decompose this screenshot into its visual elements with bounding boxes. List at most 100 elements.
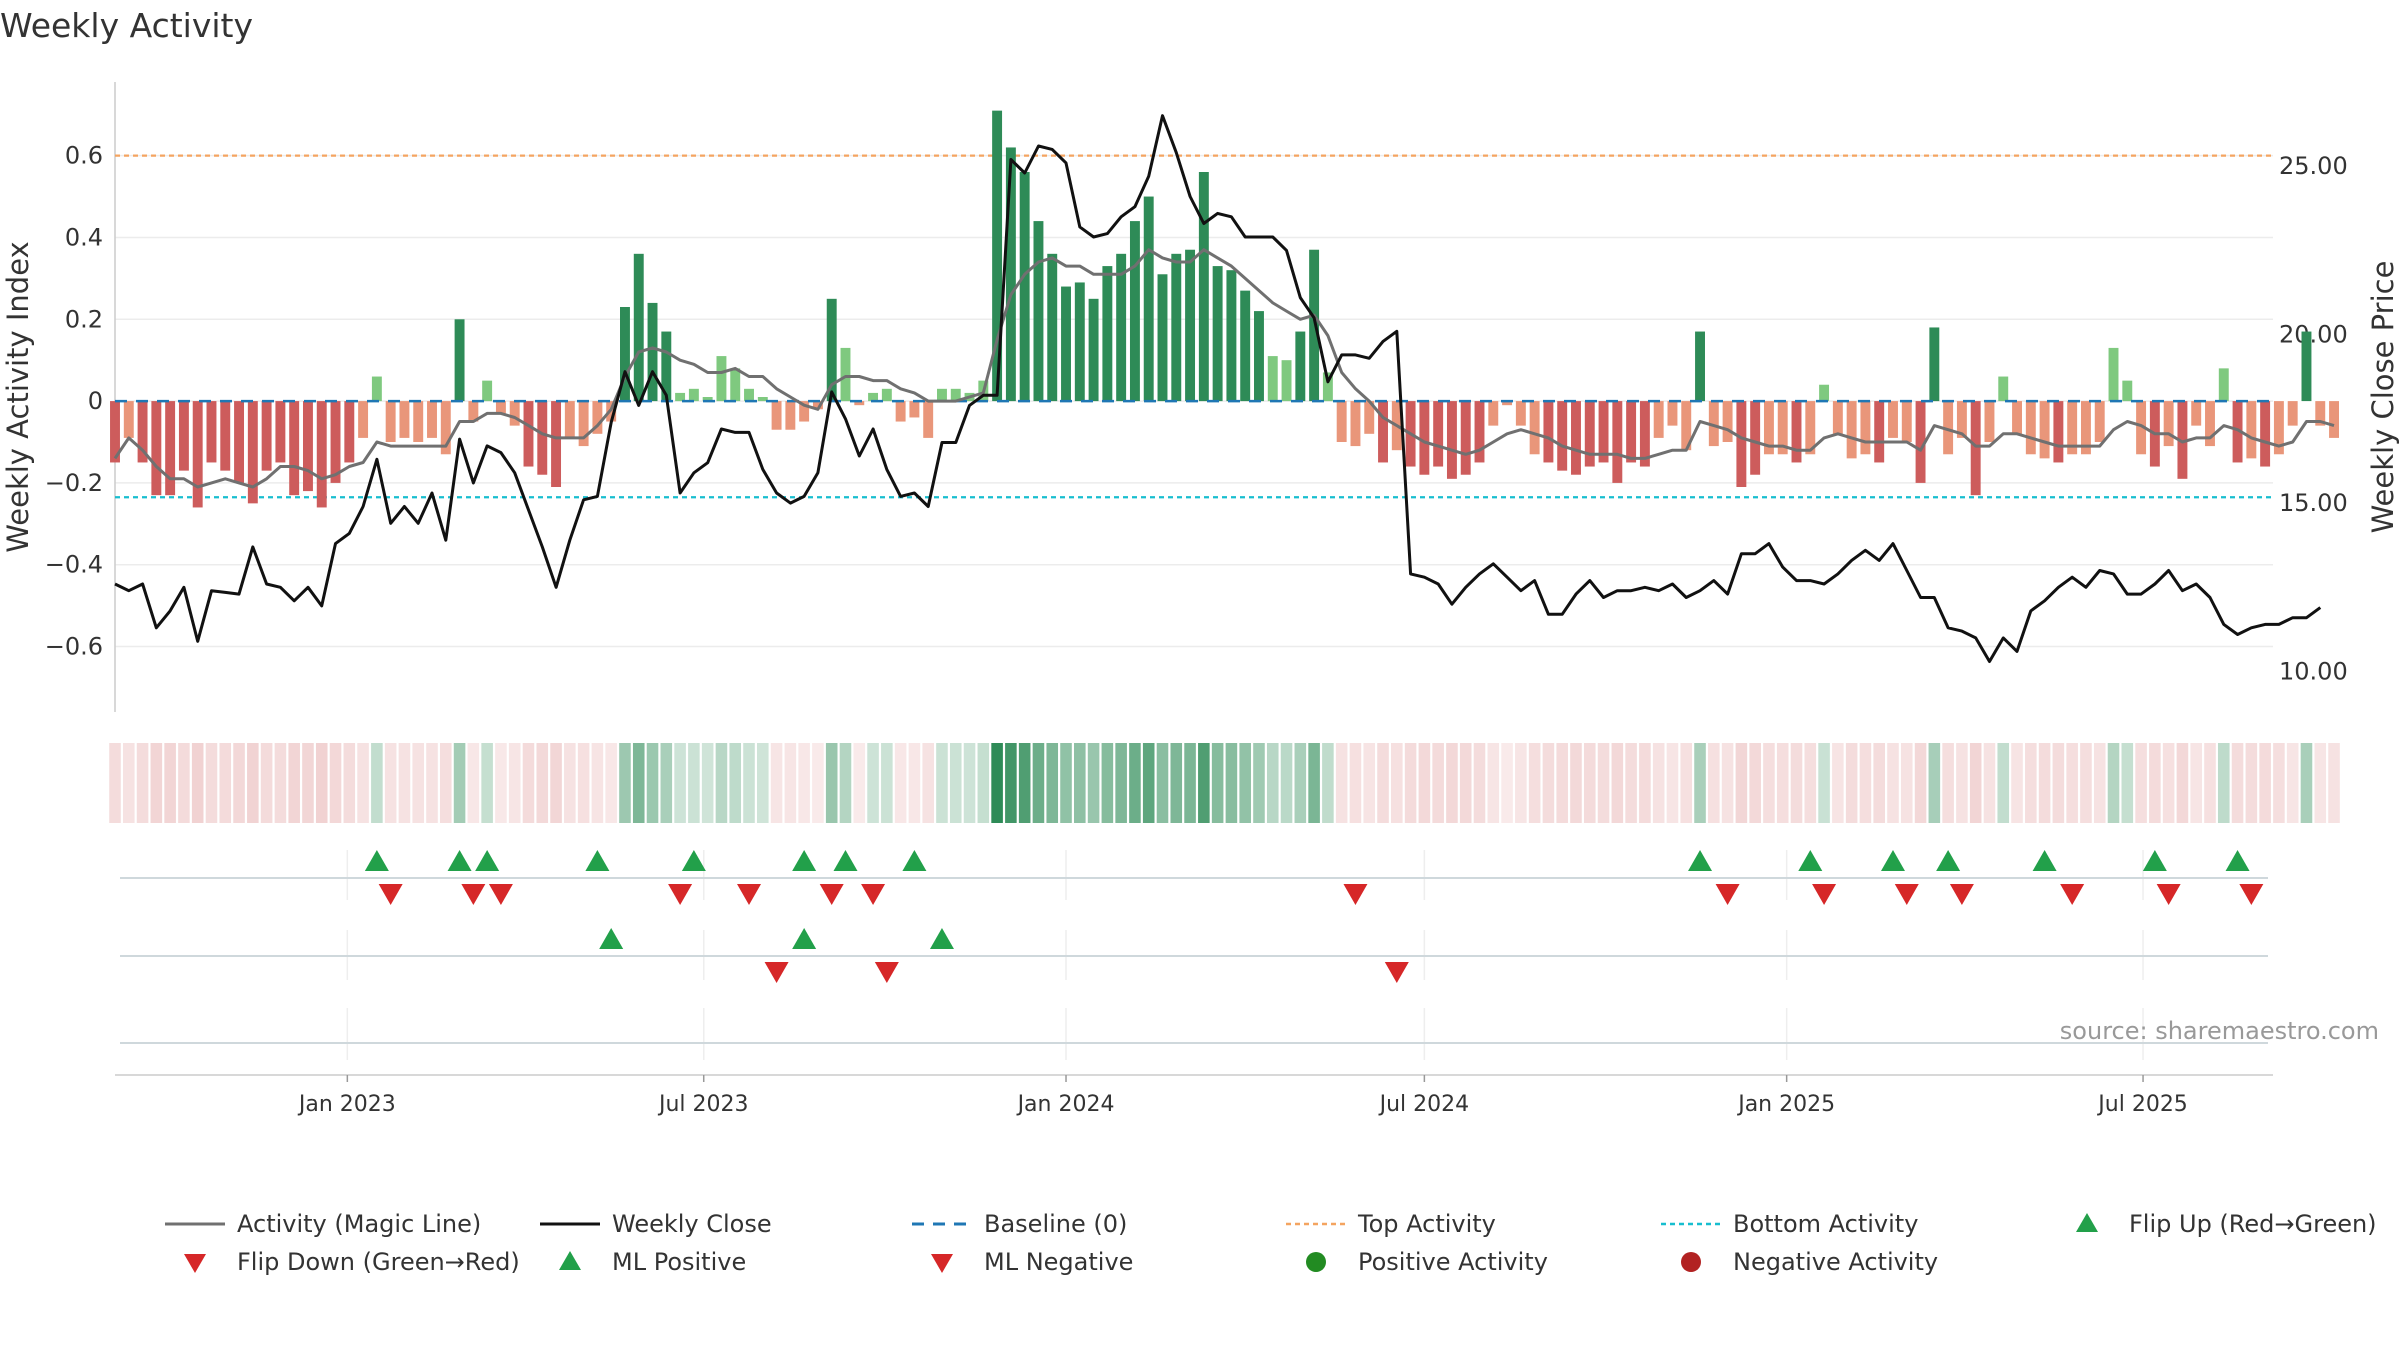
legend-item: Bottom Activity: [1661, 1210, 1918, 1238]
heat-cell: [191, 743, 204, 823]
activity-bar: [261, 401, 272, 471]
activity-bar: [2080, 401, 2091, 455]
heat-cell: [1156, 743, 1169, 823]
legend-symbol: [559, 1251, 581, 1270]
heat-cell: [495, 743, 507, 823]
activity-bar: [330, 401, 341, 483]
ml-negative-marker: [764, 962, 789, 983]
legend-symbol: [2076, 1213, 2098, 1232]
heat-cell: [991, 743, 1003, 823]
x-tick-label: Jul 2025: [2096, 1092, 2188, 1117]
heat-cell: [522, 743, 535, 823]
heat-cell: [1308, 743, 1320, 823]
legend-label: Top Activity: [1357, 1210, 1496, 1238]
heat-cell: [1887, 743, 1899, 823]
x-tick-label: Jan 2023: [297, 1092, 396, 1117]
heat-cell: [453, 743, 466, 823]
activity-bar: [289, 401, 300, 496]
heat-cell: [536, 743, 549, 823]
activity-bar: [2067, 401, 2078, 455]
activity-bar: [1502, 401, 1513, 406]
activity-bar: [495, 401, 506, 414]
heat-cell: [1928, 743, 1941, 823]
activity-bar: [1943, 401, 1954, 455]
heat-cell: [1115, 743, 1127, 823]
heat-cell: [1170, 743, 1183, 823]
flip-up-marker: [364, 850, 389, 871]
heat-cell: [605, 743, 617, 823]
activity-bar: [950, 388, 961, 402]
activity-bar: [854, 401, 865, 406]
heat-cell: [784, 743, 797, 823]
activity-bar: [1129, 221, 1140, 402]
heat-cell: [109, 743, 121, 823]
flip-down-marker: [1949, 884, 1974, 905]
heat-cell: [1377, 743, 1389, 823]
heat-cell: [1666, 743, 1679, 823]
activity-bar: [1874, 401, 1885, 463]
heat-cell: [2314, 743, 2327, 823]
activity-bar: [2108, 347, 2119, 402]
heat-cell: [1294, 743, 1307, 823]
heat-cell: [233, 743, 245, 823]
heat-cell: [743, 743, 755, 823]
flip-down-marker: [737, 884, 762, 905]
activity-bar: [2163, 401, 2174, 447]
activity-bar: [247, 401, 258, 504]
activity-bar: [454, 319, 465, 402]
heat-cell: [812, 743, 824, 823]
activity-bar: [2273, 401, 2284, 455]
legend-symbol: [1681, 1252, 1701, 1272]
heat-cell: [398, 743, 411, 823]
heat-cell: [550, 743, 562, 823]
heat-cell: [247, 743, 259, 823]
activity-bar: [564, 401, 575, 438]
activity-bar: [137, 401, 148, 463]
ml-positive-marker: [929, 928, 954, 949]
activity-bar: [2136, 401, 2147, 455]
activity-bar: [1433, 401, 1444, 467]
activity-bar: [620, 307, 630, 402]
activity-bar: [1612, 401, 1623, 483]
heat-cell: [1556, 743, 1568, 823]
weekly-close-series: [114, 114, 2322, 663]
flip-down-marker: [488, 884, 513, 905]
activity-bar: [812, 401, 823, 410]
activity-bar: [1240, 290, 1251, 402]
activity-bar: [633, 253, 644, 402]
heat-cell: [1391, 743, 1403, 823]
heat-cell: [1239, 743, 1251, 823]
flip-down-marker: [2239, 884, 2264, 905]
activity-bar: [716, 356, 727, 402]
activity-bar: [385, 401, 396, 442]
activity-bar: [2122, 380, 2133, 402]
activity-bar: [358, 401, 369, 438]
heat-cell: [1528, 743, 1541, 823]
flip-up-marker: [902, 850, 927, 871]
flip-up-marker: [1688, 850, 1713, 871]
activity-bar: [1557, 401, 1568, 471]
activity-bar: [371, 376, 382, 402]
activity-bar: [1378, 401, 1388, 463]
activity-bar: [2246, 401, 2257, 459]
heat-cell: [1087, 743, 1100, 823]
flip-down-marker: [461, 884, 486, 905]
activity-bar: [2301, 331, 2312, 402]
heat-cell: [2231, 743, 2244, 823]
activity-bar: [1846, 401, 1857, 459]
y-tick-label-right: 20.00: [2279, 321, 2348, 349]
heat-cell: [2080, 743, 2092, 823]
flip-up-marker: [2142, 850, 2167, 871]
legend-label: ML Positive: [612, 1248, 746, 1276]
heat-cell: [2204, 743, 2216, 823]
activity-bar: [509, 401, 520, 426]
activity-bar: [2260, 401, 2271, 467]
activity-bar: [937, 388, 947, 402]
activity-bar: [744, 388, 754, 402]
heat-cell: [564, 743, 576, 823]
heat-cell: [1790, 743, 1803, 823]
heat-cell: [619, 743, 631, 823]
legend-label: Positive Activity: [1358, 1248, 1548, 1276]
heat-cell: [2135, 743, 2147, 823]
heat-cell: [1749, 743, 1761, 823]
